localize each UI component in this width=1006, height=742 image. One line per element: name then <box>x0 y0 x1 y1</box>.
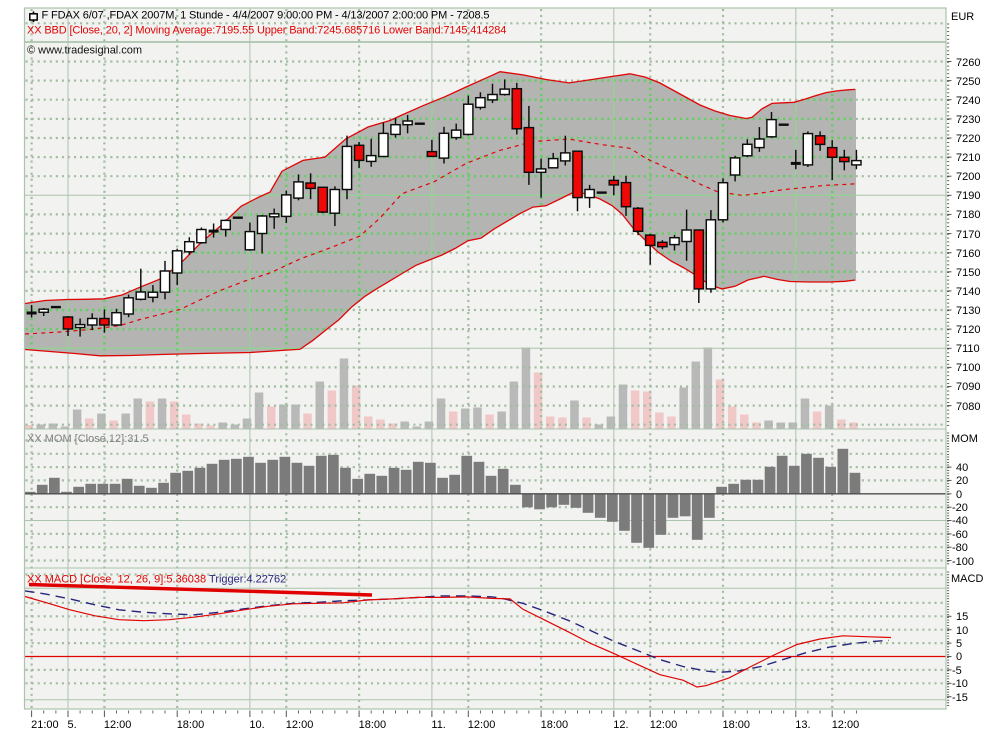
svg-text:XX BBD [Close, 20, 2] Moving A: XX BBD [Close, 20, 2] Moving Average:719… <box>27 25 506 37</box>
svg-text:7250: 7250 <box>956 76 980 88</box>
svg-text:12:00: 12:00 <box>650 719 678 731</box>
svg-text:-10: -10 <box>952 678 968 690</box>
svg-text:12.: 12. <box>613 719 628 731</box>
svg-text:7230: 7230 <box>956 114 980 126</box>
svg-text:7080: 7080 <box>956 401 980 413</box>
svg-text:7210: 7210 <box>956 152 980 164</box>
svg-text:18:00: 18:00 <box>541 719 569 731</box>
svg-text:13.: 13. <box>795 719 810 731</box>
svg-text:5: 5 <box>956 638 962 650</box>
svg-text:7200: 7200 <box>956 171 980 183</box>
svg-text:-60: -60 <box>952 529 968 541</box>
svg-text:EUR: EUR <box>951 11 974 23</box>
svg-text:7240: 7240 <box>956 95 980 107</box>
svg-text:7100: 7100 <box>956 362 980 374</box>
svg-text:MACD: MACD <box>951 573 983 585</box>
svg-text:20: 20 <box>956 475 968 487</box>
svg-text:40: 40 <box>956 462 968 474</box>
svg-text:7180: 7180 <box>956 209 980 221</box>
svg-text:MOM: MOM <box>951 433 978 445</box>
svg-text:7110: 7110 <box>956 343 980 355</box>
svg-text:7120: 7120 <box>956 324 980 336</box>
svg-text:7090: 7090 <box>956 381 980 393</box>
svg-text:-5: -5 <box>952 665 962 677</box>
svg-text:18:00: 18:00 <box>359 719 387 731</box>
svg-text:12:00: 12:00 <box>104 719 132 731</box>
svg-text:18:00: 18:00 <box>177 719 205 731</box>
svg-text:18:00: 18:00 <box>723 719 751 731</box>
svg-text:11.: 11. <box>431 719 445 731</box>
svg-text:21:00: 21:00 <box>31 719 59 731</box>
svg-text:10.: 10. <box>249 719 264 731</box>
svg-text:7160: 7160 <box>956 248 980 260</box>
svg-text:-80: -80 <box>952 542 968 554</box>
svg-text:7130: 7130 <box>956 305 980 317</box>
svg-text:15: 15 <box>956 611 968 623</box>
svg-text:12:00: 12:00 <box>468 719 496 731</box>
svg-text:12:00: 12:00 <box>286 719 314 731</box>
svg-text:F FDAX 6/07 ,FDAX 2007M, 1 Stu: F FDAX 6/07 ,FDAX 2007M, 1 Stunde - 4/4/… <box>42 10 490 22</box>
svg-text:-40: -40 <box>952 515 968 527</box>
svg-text:10: 10 <box>956 625 968 637</box>
svg-text:12:00: 12:00 <box>832 719 860 731</box>
svg-text:7140: 7140 <box>956 286 980 298</box>
svg-text:7170: 7170 <box>956 229 980 241</box>
svg-text:5.: 5. <box>68 719 77 731</box>
svg-text:7190: 7190 <box>956 190 980 202</box>
svg-text:-15: -15 <box>952 692 968 704</box>
svg-text:© www.tradesignal.com: © www.tradesignal.com <box>27 45 142 57</box>
svg-text:7220: 7220 <box>956 133 980 145</box>
svg-text:0: 0 <box>956 489 962 501</box>
svg-text:0: 0 <box>956 651 962 663</box>
svg-text:XX MACD [Close, 12, 26, 9]:5.3: XX MACD [Close, 12, 26, 9]:5.36038 Trigg… <box>27 574 286 586</box>
svg-text:7260: 7260 <box>956 57 980 69</box>
svg-text:XX MOM [Close,12]:31.5: XX MOM [Close,12]:31.5 <box>27 433 149 445</box>
svg-text:7150: 7150 <box>956 267 980 279</box>
svg-text:-100: -100 <box>952 556 974 568</box>
svg-text:-20: -20 <box>952 502 968 514</box>
